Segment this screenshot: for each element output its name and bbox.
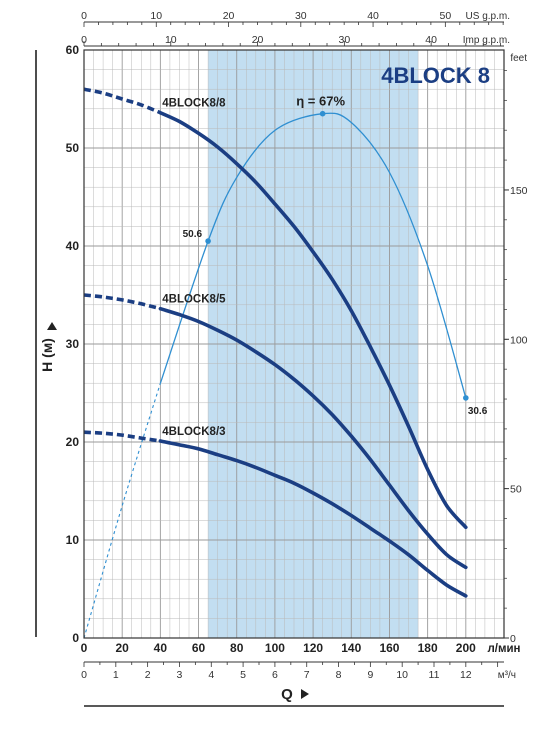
impgpm-tick-label: 40 — [425, 34, 437, 46]
m3h-tick-label: 1 — [113, 669, 119, 681]
usgpm-tick-label: 20 — [223, 10, 235, 22]
m3h-tick-label: 2 — [145, 669, 151, 681]
m3h-tick-label: 3 — [177, 669, 183, 681]
usgpm-tick-label: 10 — [150, 10, 162, 22]
y-tick-label: 10 — [66, 533, 80, 547]
usgpm-tick-label: 0 — [81, 10, 87, 22]
feet-unit-label: feet — [510, 53, 527, 64]
impgpm-tick-label: 30 — [339, 34, 351, 46]
m3h-tick-label: 10 — [396, 669, 408, 681]
m3h-unit-label: м³/ч — [498, 670, 516, 681]
x-tick-label: 80 — [230, 641, 244, 655]
usgpm-tick-label: 30 — [295, 10, 307, 22]
efficiency-label: η = 67% — [296, 94, 345, 109]
y-tick-label: 50 — [66, 141, 80, 155]
m3h-tick-label: 4 — [208, 669, 214, 681]
m3h-tick-label: 9 — [367, 669, 373, 681]
m3h-tick-label: 5 — [240, 669, 246, 681]
efficiency-point-end — [463, 395, 469, 401]
curve-4block8-3 — [158, 439, 468, 598]
series-label-4block8-3: 4BLOCK8/3 — [162, 426, 225, 438]
m3h-tick-label: 6 — [272, 669, 278, 681]
efficiency-curve-dashed — [84, 383, 161, 638]
efficiency-point-start — [205, 238, 211, 244]
x-unit-label: л/мин — [487, 643, 520, 655]
x-tick-label: 0 — [81, 641, 88, 655]
curve-dashed-4block8-3 — [84, 430, 161, 443]
feet-tick-label: 50 — [510, 484, 522, 496]
m3h-tick-label: 12 — [460, 669, 472, 681]
x-axis-label: Q — [281, 686, 293, 703]
y-tick-label: 40 — [66, 239, 80, 253]
y-tick-label: 30 — [66, 337, 80, 351]
efficiency-end-label: 30.6 — [468, 406, 488, 417]
usgpm-tick-label: 50 — [439, 10, 451, 22]
curve-4block8-5 — [158, 306, 468, 570]
chart-title: 4BLOCK 8 — [381, 63, 490, 88]
impgpm-tick-label: 0 — [81, 34, 87, 46]
impgpm-tick-label: 10 — [165, 34, 177, 46]
feet-tick-label: 100 — [510, 334, 528, 346]
x-tick-label: 40 — [154, 641, 168, 655]
y-tick-label: 60 — [66, 43, 80, 57]
series-label-4block8-8: 4BLOCK8/8 — [162, 98, 226, 110]
m3h-tick-label: 11 — [429, 669, 440, 681]
curve-4block8-8 — [158, 110, 468, 530]
m3h-tick-label: 8 — [336, 669, 342, 681]
usgpm-tick-label: 40 — [367, 10, 379, 22]
y-axis-label: H (м) — [39, 338, 55, 372]
curve-dashed-4block8-5 — [84, 293, 161, 311]
efficiency-start-label: 50.6 — [183, 229, 203, 240]
plot-frame — [83, 49, 505, 639]
x-tick-label: 180 — [418, 641, 438, 655]
y-axis-arrow-icon — [47, 322, 57, 330]
x-tick-label: 120 — [303, 641, 323, 655]
x-axis-arrow-icon — [301, 689, 309, 699]
impgpm-tick-label: 20 — [252, 34, 264, 46]
curve-dashed-4block8-8 — [84, 87, 162, 115]
m3h-tick-label: 0 — [81, 669, 87, 681]
usgpm-unit-label: US g.p.m. — [466, 11, 510, 22]
x-tick-label: 100 — [265, 641, 285, 655]
x-tick-label: 60 — [192, 641, 206, 655]
x-tick-label: 200 — [456, 641, 476, 655]
m3h-tick-label: 7 — [304, 669, 310, 681]
x-tick-label: 140 — [341, 641, 361, 655]
x-tick-label: 160 — [379, 641, 399, 655]
efficiency-point-peak — [319, 110, 326, 117]
feet-tick-label: 0 — [510, 633, 516, 645]
impgpm-unit-label: Imp g.p.m. — [463, 35, 510, 46]
x-tick-label: 20 — [116, 641, 130, 655]
series-label-4block8-5: 4BLOCK8/5 — [162, 294, 226, 306]
y-tick-label: 0 — [72, 631, 79, 645]
feet-tick-label: 150 — [510, 185, 528, 197]
y-tick-label: 20 — [66, 435, 80, 449]
